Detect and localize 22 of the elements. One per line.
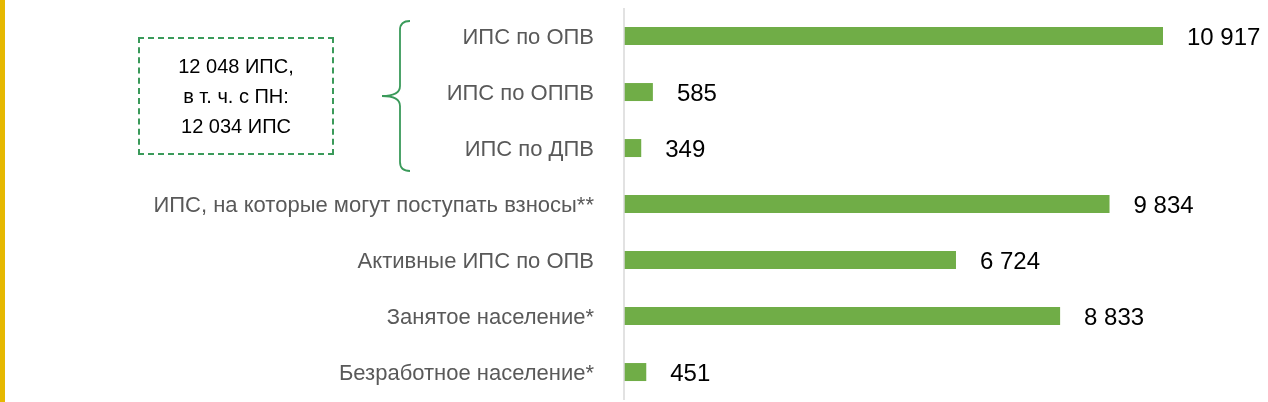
y-tick-label: ИПС по ДПВ xyxy=(464,135,594,161)
text: 12 048 ИПС, в т. ч. с ПН: 12 034 ИПС xyxy=(138,37,334,155)
data-label: 9 834 xyxy=(1133,190,1194,218)
bar xyxy=(624,139,642,158)
data-label: 10 917 xyxy=(1187,22,1261,50)
data-label: 349 xyxy=(665,134,706,162)
data-label: 6 724 xyxy=(979,246,1041,274)
bar xyxy=(624,251,956,270)
bar xyxy=(624,307,1061,326)
bar xyxy=(624,83,653,102)
bar xyxy=(624,195,1110,214)
y-tick-label: ИПС, на которые могут поступать взносы** xyxy=(153,191,595,217)
bar xyxy=(624,27,1163,46)
data-label: 8 833 xyxy=(1084,302,1145,330)
y-tick-label: Активные ИПС по ОПВ xyxy=(357,247,594,273)
y-tick-label: Занятое население* xyxy=(386,303,595,329)
y-tick-label: Безработное население* xyxy=(338,359,595,385)
data-label: 451 xyxy=(670,358,711,386)
bar xyxy=(624,363,647,382)
data-label: 585 xyxy=(676,78,717,106)
y-tick-label: ИПС по ОПВ xyxy=(462,23,594,49)
y-tick-label: ИПС по ОППВ xyxy=(446,79,594,105)
